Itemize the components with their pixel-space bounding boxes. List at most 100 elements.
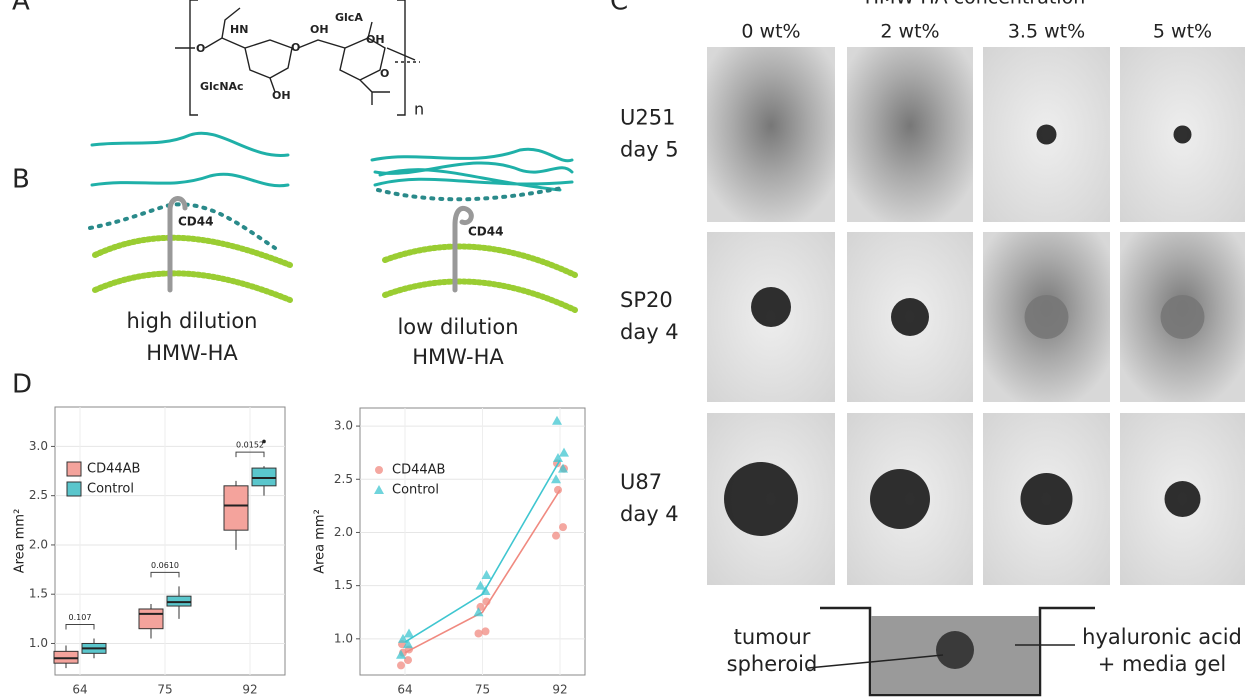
point — [398, 633, 408, 643]
schematic-label: spheroid — [727, 652, 818, 676]
row-label: SP20 — [620, 288, 673, 312]
y-tick-label: 1.5 — [29, 587, 48, 601]
spheroid — [1024, 295, 1069, 339]
row-label: day 5 — [620, 138, 679, 162]
column-header: 0 wt% — [741, 21, 800, 43]
hmw-ha-diagram — [88, 131, 578, 313]
point — [551, 474, 561, 484]
chem-label: OH — [366, 33, 385, 46]
p-value: 0.0610 — [151, 561, 179, 570]
column-header: 2 wt% — [880, 21, 939, 43]
receptor-label: CD44 — [468, 225, 503, 239]
spheroid — [1036, 124, 1057, 145]
point — [554, 485, 562, 494]
x-tick-label: 64 — [397, 683, 412, 697]
chem-label: GlcA — [335, 11, 363, 24]
micrograph — [707, 47, 835, 222]
micrograph — [847, 47, 973, 222]
row-label: U251 — [620, 106, 675, 130]
y-tick-label: 1.5 — [334, 578, 353, 592]
legend-label: Control — [392, 483, 439, 498]
legend-key — [66, 481, 82, 497]
y-axis-label: Area mm² — [13, 509, 28, 574]
y-tick-label: 2.5 — [29, 488, 48, 502]
x-tick-label: 75 — [157, 683, 172, 697]
point — [404, 628, 414, 638]
spheroid — [1160, 295, 1205, 339]
p-value: 0.0152 — [236, 441, 264, 450]
legend-key — [375, 466, 383, 474]
point — [559, 523, 567, 532]
column-header: 5 wt% — [1153, 21, 1212, 43]
structure — [175, 0, 420, 116]
y-tick-label: 2.5 — [334, 472, 353, 486]
legend-key — [374, 485, 384, 494]
point — [404, 656, 412, 665]
bracket — [235, 451, 265, 458]
well-schematic — [807, 606, 1095, 697]
caption: high dilution — [127, 309, 258, 333]
point — [480, 585, 491, 595]
point — [552, 415, 562, 425]
schematic-label: hyaluronic acid — [1082, 625, 1242, 649]
chem-label: GlcNAc — [200, 80, 244, 93]
chem-label: OH — [272, 89, 291, 102]
spheroid — [1164, 481, 1201, 517]
y-tick-label: 1.0 — [29, 636, 48, 650]
panel-label: C — [610, 0, 628, 17]
point — [481, 627, 490, 636]
point — [559, 447, 569, 457]
y-tick-label: 3.0 — [334, 419, 353, 433]
chem-label: HN — [230, 23, 248, 36]
panel-title: HMW-HA concentration — [865, 0, 1085, 9]
legend-key — [66, 461, 82, 477]
schematic-label: + media gel — [1098, 652, 1226, 676]
y-tick-label: 1.0 — [334, 631, 353, 645]
schematic-label: tumour — [734, 625, 811, 649]
panel-label: A — [12, 0, 30, 17]
y-axis-label: Area mm² — [313, 509, 328, 574]
legend-label: CD44AB — [87, 462, 140, 477]
caption: HMW-HA — [146, 341, 238, 365]
x-tick-label: 92 — [242, 683, 257, 697]
column-header: 3.5 wt% — [1008, 21, 1085, 43]
x-tick-label: 75 — [475, 683, 490, 697]
point — [396, 649, 406, 659]
row-label: day 4 — [620, 502, 679, 526]
chem-label: OH — [310, 23, 329, 36]
chem-label: O — [196, 42, 205, 55]
point — [553, 452, 563, 462]
spheroid — [724, 462, 798, 536]
x-tick-label: 92 — [552, 683, 567, 697]
caption: HMW-HA — [412, 345, 504, 369]
point — [397, 661, 405, 670]
chem-label: n — [414, 100, 424, 119]
chem-label: O — [291, 41, 300, 54]
spheroid — [751, 287, 791, 327]
point — [403, 639, 413, 649]
chem-label: O — [380, 67, 389, 80]
caption: low dilution — [397, 315, 518, 339]
plot-area — [359, 407, 586, 676]
box — [138, 608, 164, 630]
outlier — [262, 439, 266, 444]
receptor-label: CD44 — [178, 215, 213, 229]
point — [474, 629, 483, 638]
spheroid — [870, 469, 930, 529]
y-tick-label: 3.0 — [29, 439, 48, 453]
point — [552, 531, 560, 540]
point — [558, 463, 568, 473]
point — [473, 607, 484, 617]
y-tick-label: 2.0 — [29, 537, 48, 551]
point — [482, 597, 491, 606]
spheroid — [891, 298, 929, 336]
point — [475, 580, 486, 590]
panel-label: B — [12, 165, 30, 195]
spheroid — [1020, 473, 1073, 525]
legend-label: CD44AB — [392, 463, 445, 478]
bracket — [65, 624, 95, 630]
point — [481, 570, 492, 580]
row-label: day 4 — [620, 320, 679, 344]
bracket — [150, 571, 180, 578]
